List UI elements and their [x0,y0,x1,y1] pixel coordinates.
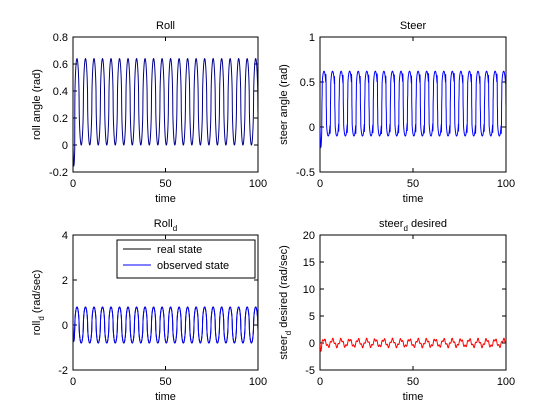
y-tick-label: 0 [309,338,315,350]
y-axis-label-subscript: d [37,316,46,320]
y-tick-label: 0 [62,320,68,332]
x-axis-label: time [403,193,424,205]
y-axis-label: steerd desired (rad/sec) [278,245,293,360]
x-tick-label: 100 [497,376,515,388]
x-tick-label: 100 [249,376,267,388]
y-axis-label: steer angle (rad) [278,64,290,145]
chart-title-subscript: d [403,224,407,233]
y-tick-label: 0.2 [53,113,68,125]
chart-title: Steer [400,20,427,32]
y-axis-label-rest: (rad/sec) [31,270,43,316]
y-tick-label: 0.4 [53,86,68,98]
legend-box [116,239,256,279]
chart-title-subscript: d [173,224,177,233]
y-tick-label: 10 [303,284,315,296]
y-tick-label: 4 [62,230,68,242]
legend-entry: real state [157,244,202,256]
y-axis-label-rest: desired (rad/sec) [278,245,290,331]
y-tick-label: 15 [303,257,315,269]
x-tick-label: 100 [497,178,515,190]
y-axis-label-subscript: d [284,331,293,335]
chart-title: steerd desired [379,218,447,233]
y-tick-label: -0.2 [49,167,68,179]
x-tick-label: 50 [407,376,419,388]
y-tick-label: 1 [309,32,315,44]
y-axis-label-main: roll [31,321,43,336]
y-axis-label-main: steer [278,335,290,360]
chart-title-main: steer [379,218,404,230]
y-tick-label: 5 [309,311,315,323]
series-line-0 [73,57,258,168]
x-tick-label: 50 [407,178,419,190]
x-axis-label: time [403,391,424,403]
y-tick-label: 0.5 [300,77,315,89]
x-tick-label: 50 [159,376,171,388]
x-tick-label: 100 [249,178,267,190]
y-tick-label: 0 [309,122,315,134]
x-axis-label: time [155,193,176,205]
series-line-0 [320,70,506,149]
y-tick-label: -2 [58,365,68,377]
y-tick-label: 0.6 [53,59,68,71]
y-tick-label: -0.5 [296,167,315,179]
y-tick-label: 0 [62,140,68,152]
x-tick-label: 0 [70,178,76,190]
y-tick-label: -5 [305,365,315,377]
series-line-1 [73,306,258,344]
axes-frame [319,36,507,173]
chart-title: Roll [156,20,175,32]
y-axis-label: roll angle (rad) [31,69,43,140]
chart-title: Rolld [154,218,177,233]
chart-title-rest: desired [408,218,447,230]
y-axis-label: rolld (rad/sec) [31,270,46,336]
chart-title-main: Roll [154,218,173,230]
y-tick-label: 0.8 [53,32,68,44]
x-tick-label: 0 [317,376,323,388]
x-tick-label: 0 [70,376,76,388]
axes-frame [72,36,259,173]
series-line-0 [320,337,506,353]
y-tick-label: 2 [62,275,68,287]
legend-entry: observed state [157,260,229,272]
axes-frame [319,234,507,371]
x-tick-label: 0 [317,178,323,190]
legend: real state observed state [116,239,256,279]
x-tick-label: 50 [159,178,171,190]
x-axis-label: time [155,391,176,403]
y-tick-label: 20 [303,230,315,242]
